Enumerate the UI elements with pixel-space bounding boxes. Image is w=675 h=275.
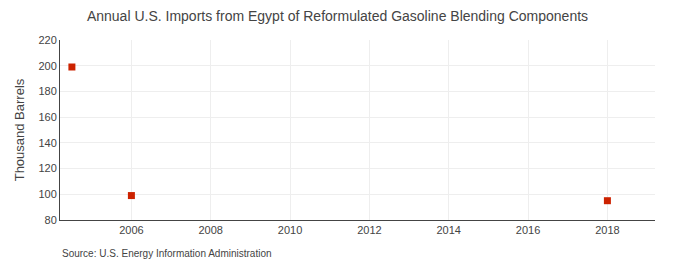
svg-text:2008: 2008	[198, 224, 222, 236]
svg-text:200: 200	[38, 60, 56, 72]
svg-text:80: 80	[45, 214, 57, 226]
svg-text:100: 100	[38, 188, 56, 200]
svg-text:220: 220	[38, 34, 56, 46]
svg-text:2014: 2014	[436, 224, 460, 236]
svg-text:2018: 2018	[595, 224, 619, 236]
svg-text:120: 120	[38, 162, 56, 174]
svg-text:160: 160	[38, 111, 56, 123]
svg-text:Thousand Barrels: Thousand Barrels	[12, 78, 27, 181]
svg-text:Source: U.S. Energy Informatio: Source: U.S. Energy Information Administ…	[62, 248, 272, 259]
svg-text:2016: 2016	[516, 224, 540, 236]
svg-text:140: 140	[38, 137, 56, 149]
svg-text:2006: 2006	[119, 224, 143, 236]
svg-text:180: 180	[38, 85, 56, 97]
svg-text:2010: 2010	[278, 224, 302, 236]
svg-text:2012: 2012	[357, 224, 381, 236]
svg-text:Annual U.S. Imports from Egypt: Annual U.S. Imports from Egypt of Reform…	[87, 8, 588, 24]
